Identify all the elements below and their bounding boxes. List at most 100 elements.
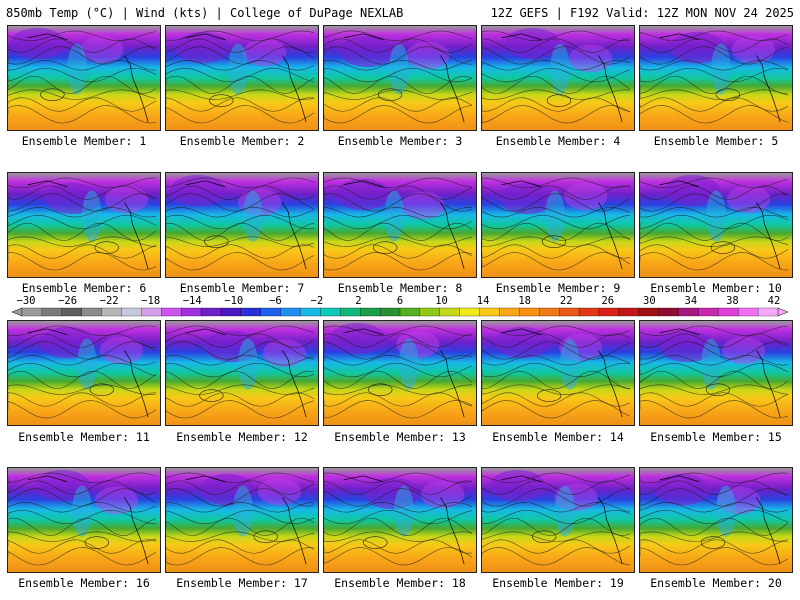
temperature-wind-map (324, 173, 476, 277)
coastline (343, 328, 465, 418)
wind-contour-line (166, 244, 315, 259)
ridge-region (389, 43, 409, 95)
colorbar-tick-label: 38 (726, 295, 739, 307)
wind-contour-line (324, 370, 473, 389)
ensemble-member-map (639, 467, 793, 573)
wind-contour-line (8, 333, 157, 348)
temperature-colorbar: −30 −26 −22 −18 −14 −10 −6 −2 2 6 10 14 18 22 26 30 34 38… (11, 294, 789, 318)
wind-contour-line (8, 185, 157, 200)
wind-contour-line (482, 89, 631, 100)
member-caption: Ensemble Member: 12 (176, 430, 308, 444)
wind-contour-line (166, 355, 315, 366)
temperature-wind-map (324, 468, 476, 572)
cold-air-region (499, 182, 556, 215)
wind-contour-line (640, 384, 789, 395)
wind-contour-line (640, 509, 789, 525)
member-caption: Ensemble Member: 5 (653, 134, 779, 148)
colorbar-tick-label: 34 (685, 295, 698, 307)
wind-contour-line (482, 244, 631, 259)
wind-contour-line (482, 370, 631, 389)
closed-contour (705, 383, 731, 396)
wind-contour-line (8, 509, 157, 525)
wind-contour-line (324, 325, 473, 336)
colorbar-tick-label: −6 (269, 295, 282, 307)
closed-contour (94, 241, 119, 254)
wind-contour-line (8, 75, 157, 94)
wind-contour-line (640, 244, 789, 259)
colorbar-segment (379, 307, 401, 317)
figure-title: 850mb Temp (°C) | Wind (kts) | College o… (6, 6, 404, 20)
coastline (185, 180, 307, 270)
wind-contour-line (8, 252, 157, 271)
temperature-wind-map (324, 26, 476, 130)
colorbar-segment (300, 307, 321, 317)
wind-contour-line (640, 105, 789, 124)
colorbar-segment (459, 307, 481, 317)
colorbar-segment (360, 307, 381, 317)
wind-contour-line (640, 472, 789, 483)
cold-air-region (489, 469, 546, 502)
cold-air-region (654, 473, 711, 506)
wind-contour-line (8, 531, 157, 542)
wind-contour-line (482, 236, 631, 247)
closed-contour (40, 88, 65, 101)
ridge-region (394, 485, 414, 537)
colorbar-segment (718, 307, 739, 317)
cold-air-region (721, 336, 766, 365)
closed-contour (700, 536, 726, 549)
wind-contour-line (482, 341, 631, 360)
temperature-wind-map (640, 468, 792, 572)
wind-contour-line (166, 214, 315, 230)
wind-contour-line (324, 472, 473, 484)
wind-contour-line (8, 38, 157, 53)
wind-contour-line (324, 185, 473, 200)
closed-contour (536, 389, 562, 402)
temperature-wind-map (8, 26, 160, 130)
wind-contour-line (166, 333, 315, 348)
colorbar-tick-label: 14 (477, 295, 490, 307)
wind-contour-line (482, 177, 631, 188)
wind-contour-line (324, 502, 473, 513)
wind-contour-line (166, 46, 315, 65)
colorbar-segment (519, 307, 540, 317)
wind-contour-line (166, 60, 315, 71)
wind-contour-line (482, 400, 631, 419)
colorbar-arrow-left (11, 307, 23, 317)
wind-contour-line (324, 480, 473, 495)
cold-air-region (99, 336, 144, 365)
wind-contour-line (324, 193, 473, 212)
wind-contour-line (482, 75, 631, 94)
wind-contour-line (8, 392, 157, 407)
wind-contour-line (324, 539, 473, 554)
wind-contour-line (482, 222, 631, 241)
wind-contour-line (8, 67, 157, 83)
colorbar-segment (419, 307, 441, 317)
colorbar-segment (320, 307, 341, 317)
wind-contour-line (166, 539, 315, 554)
closed-contour (204, 235, 229, 248)
wind-contour-line (166, 531, 315, 542)
wind-contour-line (640, 214, 789, 230)
ensemble-member-map (481, 25, 635, 131)
ridge-region (242, 190, 263, 242)
wind-contour-line (324, 105, 473, 124)
coastline (501, 33, 623, 123)
colorbar-tick-label: −22 (100, 295, 119, 307)
member-caption: Ensemble Member: 19 (492, 576, 624, 590)
wind-contour-line (482, 488, 631, 507)
colorbar-segment (141, 307, 162, 317)
closed-contour (89, 383, 114, 396)
wind-contour-line (324, 341, 473, 360)
colorbar-segment (439, 307, 461, 317)
wind-contour-line (640, 547, 789, 566)
wind-contour-line (482, 480, 631, 495)
ensemble-member-map (481, 467, 635, 573)
wind-contour-line (640, 222, 789, 241)
member-caption: Ensemble Member: 6 (21, 281, 147, 295)
ensemble-member-map (323, 320, 477, 426)
temperature-wind-map (482, 173, 634, 277)
coastline (659, 328, 781, 418)
wind-contour-line (166, 362, 315, 378)
temperature-wind-map (166, 173, 318, 277)
wind-contour-line (8, 341, 157, 360)
